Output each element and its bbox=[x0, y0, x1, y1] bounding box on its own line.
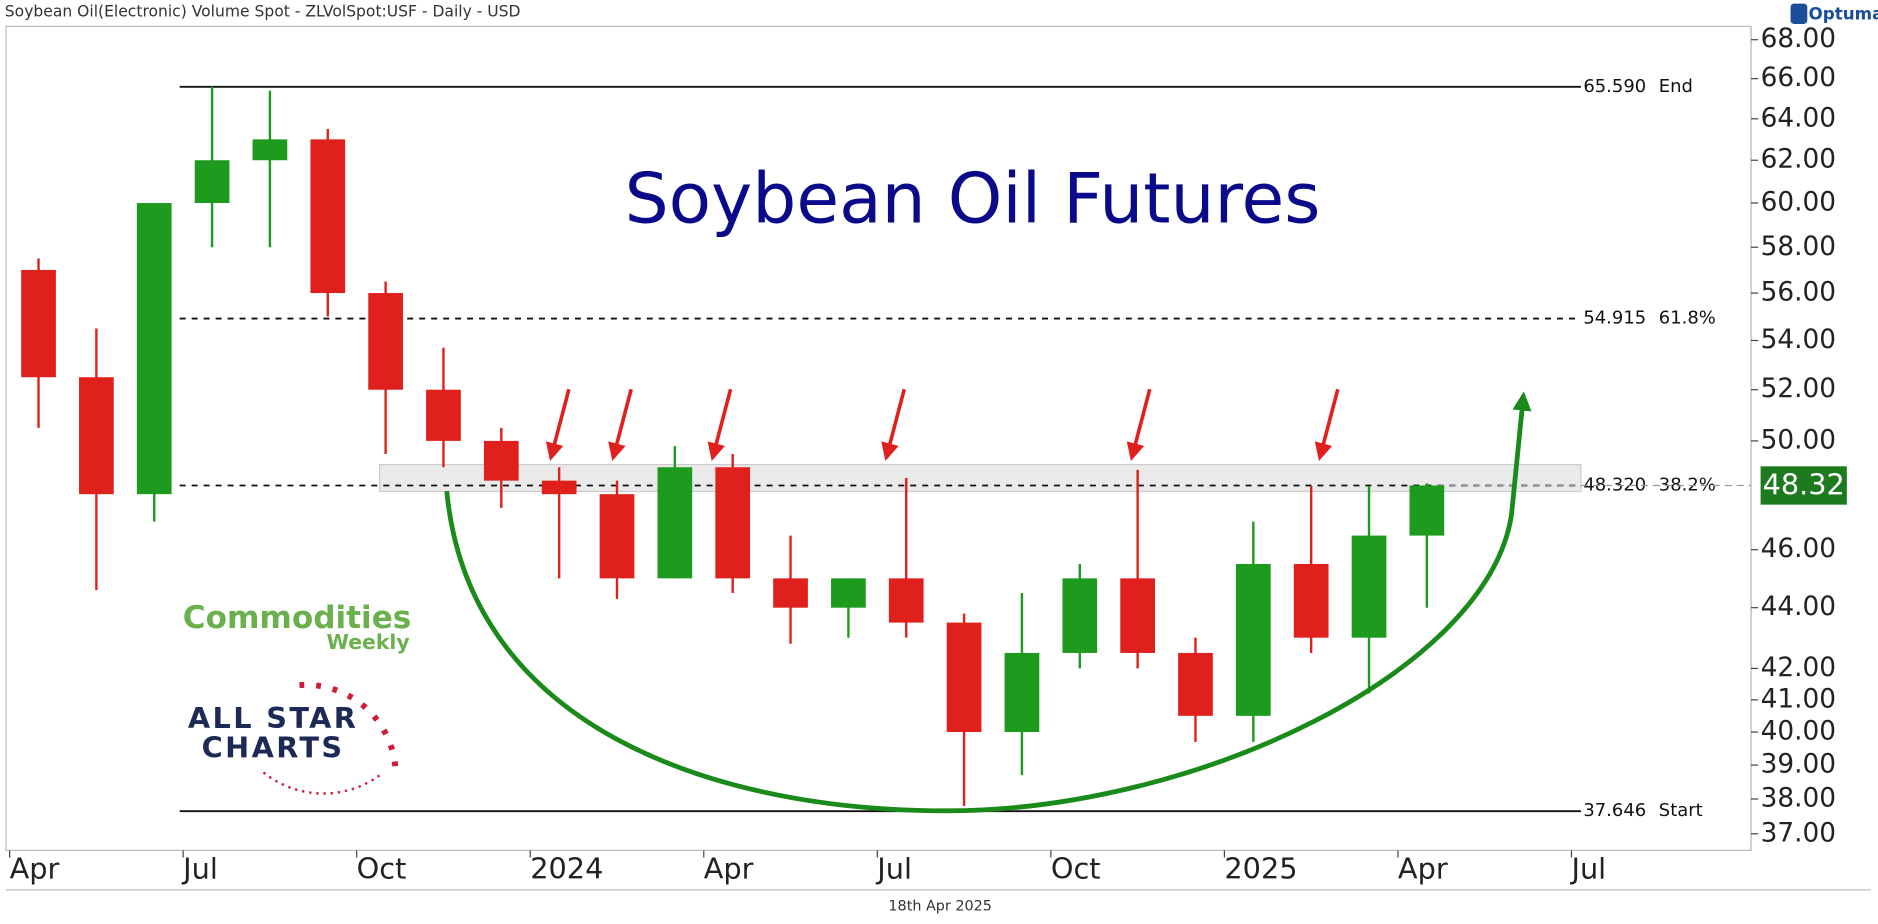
y-tick-label: 37.00 bbox=[1761, 818, 1836, 848]
x-tick-label: Jul bbox=[875, 852, 912, 886]
x-tick-label: Jul bbox=[181, 852, 218, 886]
candle-body bbox=[310, 139, 346, 294]
y-tick-label: 54.00 bbox=[1761, 325, 1836, 355]
candle-body bbox=[773, 578, 808, 608]
arrow bbox=[881, 388, 907, 461]
candle-body bbox=[599, 494, 635, 579]
level-value: 54.915 bbox=[1583, 308, 1646, 329]
candle-body bbox=[715, 467, 751, 579]
candle-body bbox=[79, 377, 114, 495]
y-tick-label: 38.00 bbox=[1761, 783, 1836, 813]
level-value: 48.320 bbox=[1583, 474, 1646, 495]
annotation-title: Soybean Oil Futures bbox=[625, 160, 1321, 240]
logo-stars bbox=[299, 681, 399, 767]
level-name: End bbox=[1659, 76, 1693, 97]
logo-dots bbox=[262, 771, 385, 795]
source-logo: Optuma bbox=[1809, 3, 1878, 23]
y-tick-label: 66.00 bbox=[1761, 63, 1836, 93]
candle-body bbox=[21, 269, 56, 378]
candle-body bbox=[368, 293, 403, 390]
candle-body bbox=[831, 578, 866, 608]
last-price-label: 48.32 bbox=[1763, 468, 1845, 502]
y-tick-label: 52.00 bbox=[1761, 374, 1836, 404]
arrow bbox=[1126, 388, 1152, 461]
candle-body bbox=[1178, 652, 1213, 716]
x-tick-label: Apr bbox=[10, 852, 60, 886]
candle-body bbox=[946, 622, 982, 733]
logo-text: CHARTS bbox=[202, 731, 345, 765]
logo-text: Weekly bbox=[326, 630, 409, 654]
x-tick-label: 2024 bbox=[530, 852, 603, 886]
arrows bbox=[545, 388, 1340, 461]
candle-body bbox=[657, 467, 693, 579]
arrow bbox=[545, 388, 571, 461]
y-tick-label: 56.00 bbox=[1761, 278, 1836, 308]
level-name: Start bbox=[1659, 800, 1703, 821]
candle-body bbox=[1062, 578, 1098, 653]
candle-body bbox=[541, 480, 577, 495]
candle-body bbox=[194, 160, 230, 204]
logo-text: ALL STAR bbox=[188, 701, 358, 735]
y-tick-label: 46.00 bbox=[1761, 534, 1836, 564]
y-tick-label: 58.00 bbox=[1761, 232, 1836, 262]
y-tick-label: 44.00 bbox=[1761, 592, 1836, 622]
plot-layer: 65.590 End 54.915 61.8% 48.320 38.2% 37.646 Sta… bbox=[21, 76, 1752, 821]
candle-body bbox=[483, 440, 519, 481]
y-tick-label: 42.00 bbox=[1761, 653, 1836, 683]
candle-body bbox=[1293, 563, 1329, 638]
y-tick-label: 40.00 bbox=[1761, 717, 1836, 747]
logo-mark bbox=[1790, 3, 1808, 24]
y-tick-label: 50.00 bbox=[1761, 425, 1836, 455]
x-tick-label: Oct bbox=[357, 852, 407, 886]
y-tick-label: 62.00 bbox=[1761, 145, 1836, 175]
x-tick-label: Oct bbox=[1051, 852, 1101, 886]
candle-body bbox=[1004, 652, 1040, 733]
arrow bbox=[707, 388, 733, 461]
arrow bbox=[608, 388, 633, 461]
y-tick-label: 41.00 bbox=[1761, 684, 1836, 714]
level-name: 61.8% bbox=[1659, 308, 1716, 329]
cup-arc bbox=[444, 391, 1532, 814]
x-tick-label: Jul bbox=[1569, 852, 1606, 886]
candle-body bbox=[1409, 485, 1445, 536]
candle-body bbox=[426, 389, 461, 441]
level-value: 37.646 bbox=[1583, 800, 1646, 821]
y-tick-label: 60.00 bbox=[1761, 188, 1836, 218]
candle-body bbox=[888, 578, 924, 623]
arrow bbox=[1314, 388, 1340, 461]
plot-frame bbox=[5, 25, 1752, 851]
date-label: 18th Apr 2025 bbox=[888, 899, 992, 915]
y-tick-label: 39.00 bbox=[1761, 750, 1836, 780]
logo-text: Commodities bbox=[183, 600, 412, 636]
candle-body bbox=[1351, 535, 1387, 638]
chart-title: Soybean Oil(Electronic) Volume Spot - ZL… bbox=[5, 2, 521, 20]
candle-body bbox=[1235, 563, 1271, 716]
candle-body bbox=[136, 203, 172, 495]
last-price-tag bbox=[1760, 466, 1847, 505]
candle-body bbox=[252, 139, 288, 161]
candle-body bbox=[1120, 578, 1155, 653]
y-tick-label: 64.00 bbox=[1761, 103, 1836, 133]
y-tick-label: 68.00 bbox=[1761, 24, 1836, 54]
resistance-zone bbox=[379, 464, 1582, 493]
level-name: 38.2% bbox=[1659, 474, 1716, 495]
x-tick-label: Apr bbox=[704, 852, 754, 886]
x-tick-label: Apr bbox=[1398, 852, 1448, 886]
x-tick-label: 2025 bbox=[1224, 852, 1297, 886]
level-value: 65.590 bbox=[1583, 76, 1646, 97]
